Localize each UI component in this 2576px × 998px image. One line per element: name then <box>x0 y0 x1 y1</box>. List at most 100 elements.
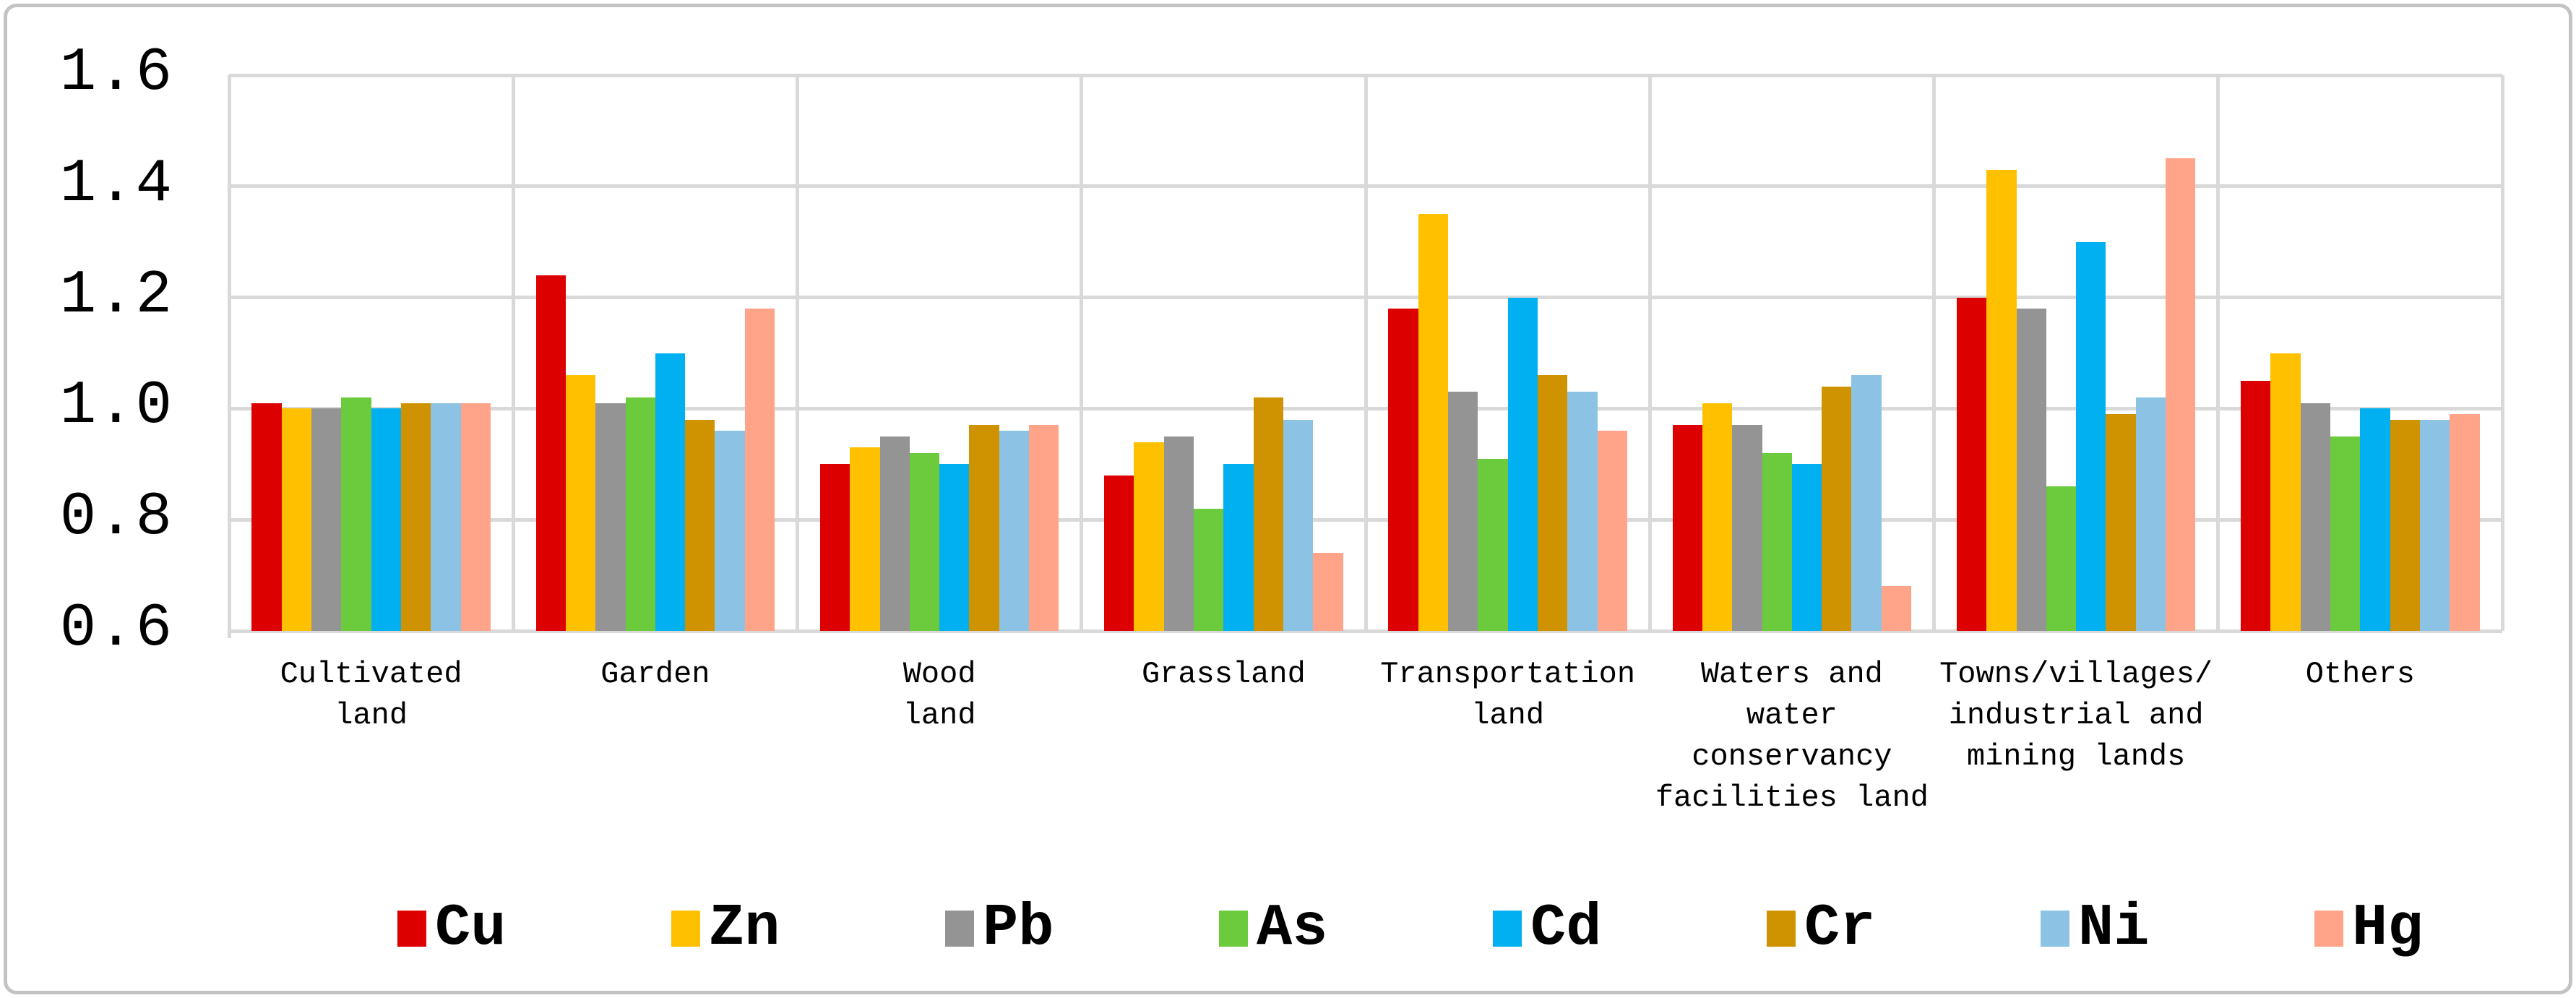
legend-item-Cu: Cu <box>397 896 506 961</box>
legend-label-Cu: Cu <box>435 895 507 962</box>
bar-As-0 <box>341 397 371 631</box>
legend-label-Cd: Cd <box>1530 895 1602 962</box>
legend-swatch-Cd <box>1493 911 1522 947</box>
bar-As-5 <box>1762 452 1792 631</box>
bar-Ni-1 <box>715 431 745 631</box>
y-axis-label: 0.6 <box>59 595 173 663</box>
gridline-v <box>796 75 799 631</box>
bar-Cd-6 <box>2076 241 2106 631</box>
category-label: Grassland <box>1141 657 1306 692</box>
legend-label-Zn: Zn <box>709 895 780 962</box>
bar-Ni-0 <box>431 403 461 631</box>
bar-Cd-7 <box>2360 408 2390 631</box>
bar-Hg-5 <box>1881 586 1912 631</box>
gridline-v <box>1932 75 1936 631</box>
legend-item-Hg: Hg <box>2314 896 2423 961</box>
bar-Cr-7 <box>2390 419 2420 631</box>
legend-swatch-Hg <box>2314 911 2343 947</box>
bar-Zn-2 <box>850 447 880 631</box>
bar-Ni-6 <box>2135 397 2166 631</box>
bar-Ni-2 <box>999 431 1030 631</box>
legend-item-Cr: Cr <box>1767 896 1875 961</box>
bar-Cr-2 <box>969 425 999 631</box>
bar-Zn-6 <box>1986 169 2017 631</box>
legend-swatch-Zn <box>671 911 700 947</box>
bar-Ni-5 <box>1851 375 1882 631</box>
bar-Cd-4 <box>1507 297 1538 631</box>
y-axis-line <box>227 75 231 638</box>
legend-swatch-As <box>1219 911 1248 947</box>
plot-area <box>227 73 2504 638</box>
category-label: Wood land <box>903 657 976 733</box>
bar-Pb-4 <box>1448 392 1478 631</box>
figure-border <box>4 4 2572 994</box>
category-label: Towns/villages/ industrial and mining la… <box>1939 657 2213 774</box>
gridline-v <box>2216 75 2220 631</box>
bar-Zn-3 <box>1134 442 1164 631</box>
bar-Cr-6 <box>2106 414 2136 631</box>
bar-Cu-0 <box>251 403 282 631</box>
bar-Cu-5 <box>1672 425 1702 631</box>
bar-As-4 <box>1478 458 1508 631</box>
bar-Cd-3 <box>1223 464 1254 631</box>
bar-As-7 <box>2330 436 2361 631</box>
bar-Cd-5 <box>1791 464 1822 631</box>
bar-Pb-2 <box>879 436 910 631</box>
legend-swatch-Ni <box>2041 911 2069 947</box>
category-label: Waters and water conservancy facilities … <box>1655 657 1929 815</box>
gridline-v <box>1364 75 1368 631</box>
bar-Ni-3 <box>1283 419 1314 631</box>
gridline-v <box>1647 75 1652 631</box>
gridline-v <box>511 75 515 631</box>
bar-Cu-7 <box>2241 380 2271 631</box>
bar-Pb-3 <box>1163 436 1194 631</box>
legend-item-Ni: Ni <box>2041 896 2149 961</box>
bar-As-6 <box>2046 486 2077 631</box>
bar-Cd-2 <box>939 464 970 631</box>
legend-swatch-Cr <box>1767 911 1796 947</box>
bar-Hg-2 <box>1029 425 1059 631</box>
legend-label-Hg: Hg <box>2352 895 2424 962</box>
gridline-v <box>2500 75 2504 631</box>
bar-Pb-6 <box>2016 308 2046 631</box>
legend-swatch-Pb <box>945 911 974 947</box>
bar-Hg-1 <box>744 308 775 631</box>
bar-Cu-4 <box>1388 308 1418 631</box>
legend-item-Pb: Pb <box>945 896 1054 961</box>
bar-Cr-3 <box>1253 397 1283 631</box>
legend-label-Cr: Cr <box>1804 895 1876 962</box>
y-axis-label: 0.8 <box>59 483 173 553</box>
bar-Cd-1 <box>655 353 686 631</box>
bar-Ni-4 <box>1567 392 1598 631</box>
bar-Hg-6 <box>2166 158 2196 631</box>
legend-item-Cd: Cd <box>1493 896 1601 961</box>
bar-Cu-6 <box>1956 297 1987 631</box>
bar-Hg-7 <box>2450 414 2480 631</box>
y-axis-label: 1.2 <box>59 261 173 330</box>
gridline-v <box>1080 75 1084 631</box>
category-label: Cultivated land <box>280 657 462 733</box>
bar-Cd-0 <box>371 408 401 631</box>
legend-item-Zn: Zn <box>671 896 780 961</box>
bar-Zn-1 <box>565 375 596 631</box>
bar-Pb-0 <box>311 408 342 631</box>
category-label: Others <box>2305 657 2415 692</box>
bar-Cr-0 <box>400 403 431 631</box>
bar-Cu-2 <box>819 464 850 631</box>
bar-Cu-3 <box>1104 475 1134 631</box>
bar-Cr-1 <box>685 419 715 631</box>
y-axis-label: 1.0 <box>59 372 173 442</box>
category-label: Garden <box>600 657 710 692</box>
bar-Zn-0 <box>281 408 312 631</box>
bar-As-3 <box>1194 508 1224 631</box>
legend-label-As: As <box>1257 895 1328 962</box>
legend-label-Ni: Ni <box>2078 895 2150 962</box>
legend-item-As: As <box>1219 896 1327 961</box>
bar-Cr-4 <box>1537 375 1568 631</box>
bar-Hg-4 <box>1597 431 1627 631</box>
bar-Zn-7 <box>2270 353 2301 631</box>
bar-Cr-5 <box>1822 386 1852 631</box>
bar-Zn-4 <box>1418 214 1449 631</box>
